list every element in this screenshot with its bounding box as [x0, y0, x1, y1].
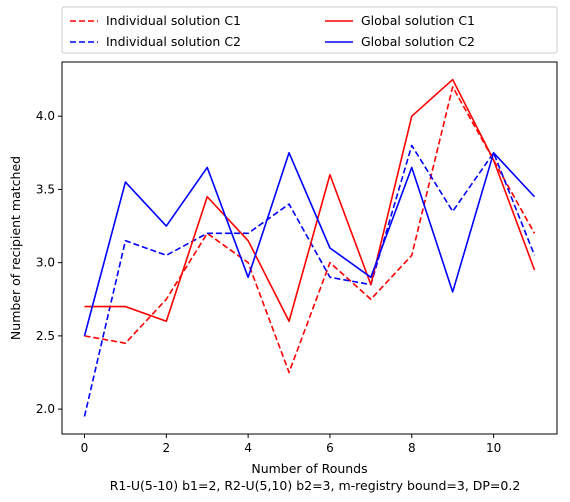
- x-tick-label: 10: [486, 441, 501, 455]
- series-line-1: [84, 86, 536, 374]
- y-tick-label: 3.5: [36, 182, 55, 196]
- legend-label: Global solution C1: [361, 13, 475, 28]
- x-axis-label: Number of Rounds: [251, 461, 367, 476]
- y-axis-label: Number of recipient matched: [8, 156, 23, 340]
- y-tick-label: 2.0: [36, 402, 55, 416]
- y-tick-label: 3.0: [36, 256, 55, 270]
- x-axis-ticks: 0 2 4 6 8 10: [81, 434, 501, 455]
- series-line-2: [83, 144, 536, 417]
- x-axis-subtitle: R1-U(5-10) b1=2, R2-U(5,10) b2=3, m-regi…: [110, 478, 521, 493]
- legend-label: Global solution C2: [361, 34, 475, 49]
- x-tick-label: 6: [326, 441, 334, 455]
- series-line-4: [83, 152, 536, 337]
- plot-frame: [61, 61, 558, 435]
- series-line-3: [84, 78, 536, 323]
- x-tick-label: 4: [244, 441, 252, 455]
- legend-frame: [61, 6, 558, 54]
- x-tick-label: 2: [162, 441, 170, 455]
- legend: Individual solution C1 Individual solutio…: [61, 6, 558, 54]
- x-tick-label: 8: [408, 441, 416, 455]
- y-tick-label: 2.5: [36, 329, 55, 343]
- legend-label: Individual solution C2: [106, 34, 241, 49]
- legend-label: Individual solution C1: [106, 13, 241, 28]
- series-layer: [83, 78, 536, 417]
- y-tick-label: 4.0: [36, 109, 55, 123]
- y-axis-ticks: 2.0 2.5 3.0 3.5 4.0: [36, 109, 62, 416]
- x-tick-label: 0: [81, 441, 89, 455]
